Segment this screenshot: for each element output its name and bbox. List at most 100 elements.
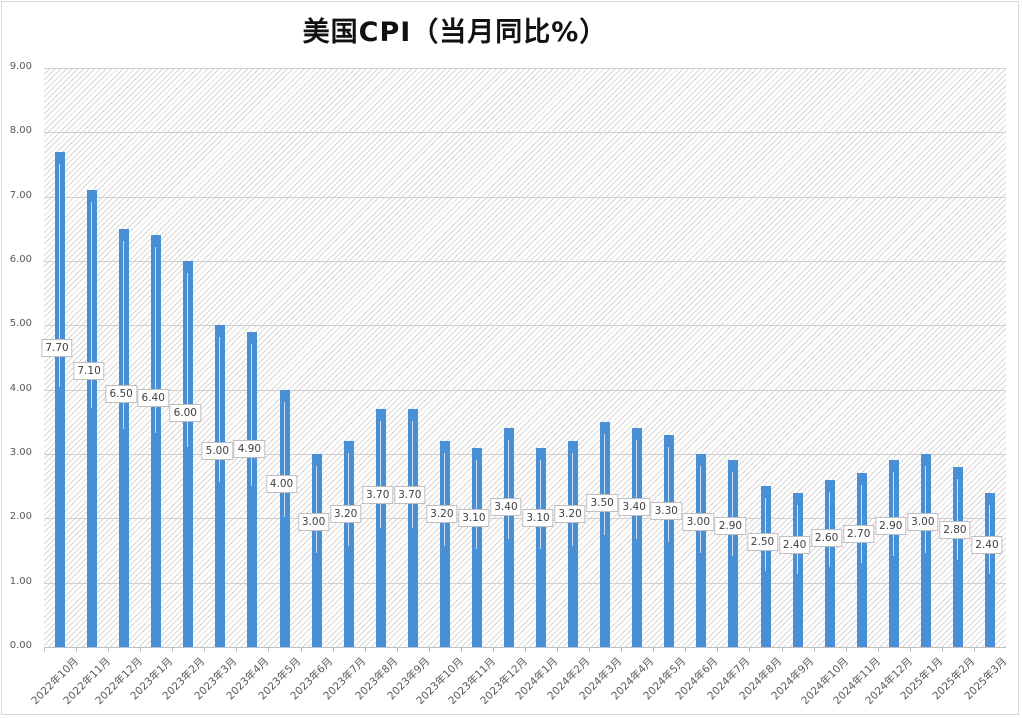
x-tick-mark bbox=[236, 647, 238, 652]
x-tick-mark bbox=[268, 647, 270, 652]
data-label: 2.40 bbox=[778, 536, 811, 555]
gridline bbox=[44, 325, 1006, 327]
x-tick-mark bbox=[589, 647, 591, 652]
x-tick-mark bbox=[749, 647, 751, 652]
bar bbox=[792, 492, 803, 647]
bar-highlight bbox=[411, 420, 413, 529]
data-label: 3.50 bbox=[586, 493, 618, 512]
x-tick-mark bbox=[877, 647, 879, 652]
bar bbox=[824, 479, 835, 647]
x-tick-mark bbox=[460, 647, 462, 652]
y-tick-label: 0.00 bbox=[9, 640, 32, 651]
bar bbox=[343, 441, 354, 647]
bar-highlight bbox=[187, 273, 189, 447]
bar-highlight bbox=[315, 466, 317, 553]
x-tick-mark bbox=[845, 647, 847, 652]
bar bbox=[952, 466, 963, 647]
y-tick-label: 5.00 bbox=[9, 318, 32, 330]
bar-highlight bbox=[700, 466, 702, 553]
bar-highlight bbox=[636, 440, 638, 539]
x-tick-mark bbox=[909, 647, 911, 652]
x-tick-mark bbox=[108, 647, 110, 652]
y-tick-label: 9.00 bbox=[9, 61, 32, 72]
gridline bbox=[44, 68, 1006, 69]
bar bbox=[279, 389, 290, 647]
data-label: 3.10 bbox=[458, 509, 490, 528]
data-label: 2.90 bbox=[875, 517, 907, 536]
x-tick-mark bbox=[525, 647, 526, 652]
y-tick-label: 7.00 bbox=[9, 189, 32, 201]
bar bbox=[55, 151, 66, 647]
data-label: 2.40 bbox=[971, 536, 1003, 555]
data-label: 3.30 bbox=[650, 501, 682, 520]
bar-highlight bbox=[123, 240, 125, 429]
data-label: 4.90 bbox=[233, 439, 266, 458]
bar-highlight bbox=[251, 343, 253, 486]
bar bbox=[984, 492, 995, 647]
data-label: 3.20 bbox=[426, 505, 458, 524]
data-label: 3.40 bbox=[490, 497, 522, 516]
bar-highlight bbox=[540, 459, 542, 550]
bar-highlight bbox=[155, 247, 157, 433]
x-tick-mark bbox=[300, 647, 302, 652]
x-tick-mark bbox=[140, 647, 142, 652]
x-tick-mark bbox=[76, 647, 78, 652]
data-label: 6.50 bbox=[105, 385, 137, 404]
y-tick-label: 3.00 bbox=[9, 447, 32, 458]
data-label: 5.00 bbox=[201, 442, 234, 461]
y-tick-label: 8.00 bbox=[9, 125, 32, 137]
x-tick-mark bbox=[172, 647, 174, 652]
chart-title: 美国CPI（当月同比%） bbox=[302, 17, 608, 48]
bar bbox=[696, 454, 707, 647]
x-tick-mark bbox=[813, 647, 815, 652]
bar bbox=[600, 421, 611, 647]
bar-highlight bbox=[91, 202, 93, 408]
data-label: 7.10 bbox=[73, 362, 105, 381]
bar-highlight bbox=[892, 472, 894, 557]
y-tick-label: 6.00 bbox=[9, 254, 32, 265]
gridline bbox=[44, 132, 1006, 134]
bar bbox=[119, 228, 130, 647]
x-tick-mark bbox=[396, 647, 398, 652]
x-tick-mark bbox=[685, 647, 687, 652]
data-label: 3.70 bbox=[361, 486, 394, 505]
bar bbox=[471, 447, 482, 647]
data-label: 2.50 bbox=[746, 532, 779, 551]
bar bbox=[503, 428, 514, 647]
y-tick-label: 1.00 bbox=[9, 575, 32, 587]
bar-highlight bbox=[924, 466, 926, 553]
bar bbox=[439, 441, 450, 647]
data-label: 3.70 bbox=[394, 486, 426, 505]
bar bbox=[375, 408, 386, 647]
gridline bbox=[44, 582, 1006, 584]
data-label: 4.00 bbox=[265, 474, 298, 493]
bar-highlight bbox=[572, 453, 574, 546]
bar-highlight bbox=[956, 478, 958, 560]
bar bbox=[888, 460, 899, 647]
bar bbox=[247, 331, 258, 647]
gridline bbox=[44, 389, 1006, 391]
data-label: 2.70 bbox=[842, 524, 875, 543]
bar bbox=[856, 473, 867, 647]
x-tick-mark bbox=[973, 647, 975, 652]
plot-area bbox=[44, 68, 1006, 647]
bar bbox=[311, 454, 322, 647]
bar-highlight bbox=[604, 433, 606, 536]
bar-highlight bbox=[507, 440, 509, 539]
bar-highlight bbox=[59, 163, 61, 387]
bar-highlight bbox=[347, 453, 349, 546]
x-tick-mark bbox=[44, 647, 45, 652]
gridline bbox=[44, 454, 1006, 455]
bar bbox=[183, 261, 194, 647]
data-label: 6.00 bbox=[169, 404, 201, 423]
bar bbox=[151, 235, 162, 647]
bar bbox=[664, 434, 675, 647]
data-label: 2.60 bbox=[810, 528, 843, 547]
data-label: 6.40 bbox=[137, 388, 169, 407]
data-label: 3.00 bbox=[682, 513, 715, 532]
bar-highlight bbox=[732, 472, 734, 557]
data-label: 3.10 bbox=[522, 509, 554, 528]
x-tick-mark bbox=[492, 647, 494, 652]
x-tick-mark bbox=[204, 647, 206, 652]
